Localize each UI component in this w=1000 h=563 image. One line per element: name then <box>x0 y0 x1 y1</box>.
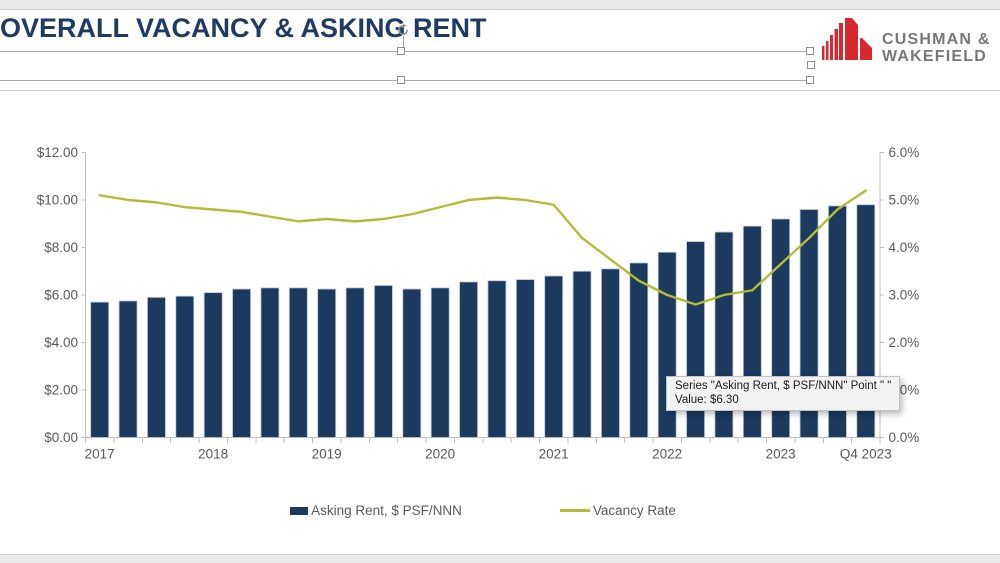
logo-line2: WAKEFIELD <box>882 48 988 65</box>
logo-line1: CUSHMAN & <box>882 31 991 48</box>
resize-handle-bottom-right[interactable] <box>806 76 814 84</box>
app-bottom-strip <box>0 554 1000 563</box>
cushman-wakefield-logo: CUSHMAN & WAKEFIELD <box>822 14 991 65</box>
tooltip-series-line: Series "Asking Rent, $ PSF/NNN" Point " … <box>675 380 892 392</box>
svg-text:0.0%: 0.0% <box>889 430 920 445</box>
svg-text:2017: 2017 <box>85 447 115 462</box>
svg-text:$4.00: $4.00 <box>44 335 78 350</box>
svg-text:$8.00: $8.00 <box>44 240 78 255</box>
selection-border-top <box>0 51 811 52</box>
resize-handle-top-center[interactable] <box>397 47 405 55</box>
svg-text:2023: 2023 <box>766 447 796 462</box>
rotation-handle-stem <box>403 36 404 48</box>
vacancy-rate-swatch-icon <box>559 509 590 512</box>
svg-text:$0.00: $0.00 <box>44 430 78 445</box>
svg-text:$12.00: $12.00 <box>37 145 78 160</box>
svg-text:$6.00: $6.00 <box>44 288 78 303</box>
chart-tooltip: Series "Asking Rent, $ PSF/NNN" Point " … <box>666 376 901 411</box>
tooltip-value-line: Value: $6.30 <box>675 394 739 406</box>
logo-building-icon <box>822 14 874 65</box>
svg-text:4.0%: 4.0% <box>889 240 920 255</box>
svg-text:2020: 2020 <box>425 447 455 462</box>
svg-text:6.0%: 6.0% <box>889 145 920 160</box>
page-title: OVERALL VACANCY & ASKING RENT <box>0 13 487 43</box>
selection-border-bottom <box>0 80 811 81</box>
svg-text:2021: 2021 <box>539 447 569 462</box>
rotate-handle-icon[interactable] <box>396 23 410 37</box>
logo-wordmark: CUSHMAN & WAKEFIELD <box>882 31 991 65</box>
vacancy-rate-line[interactable] <box>98 189 868 306</box>
svg-text:Q4 2023: Q4 2023 <box>840 447 892 462</box>
svg-text:5.0%: 5.0% <box>889 193 920 208</box>
app-top-strip <box>0 0 1000 10</box>
axis-tick-labels: $12.00 $10.00 $8.00 $6.00 $4.00 $2.00 $0.00 6.0… <box>37 145 920 462</box>
legend-label-vacancy-rate: Vacancy Rate <box>592 503 676 518</box>
svg-text:2018: 2018 <box>198 447 228 462</box>
chart-legend: Asking Rent, $ PSF/NNN Vacancy Rate <box>86 503 880 518</box>
legend-item-vacancy-rate[interactable]: Vacancy Rate <box>559 503 676 518</box>
asking-rent-swatch-icon <box>290 506 309 515</box>
resize-handle-top-right[interactable] <box>806 47 814 55</box>
svg-text:3.0%: 3.0% <box>889 288 920 303</box>
resize-handle-middle-right[interactable] <box>807 61 815 69</box>
svg-text:2022: 2022 <box>652 447 682 462</box>
svg-text:$10.00: $10.00 <box>37 193 78 208</box>
legend-label-asking-rent: Asking Rent, $ PSF/NNN <box>311 503 462 518</box>
resize-handle-bottom-center[interactable] <box>397 76 405 84</box>
header-divider-line <box>0 90 1000 91</box>
svg-text:2019: 2019 <box>312 447 342 462</box>
svg-text:2.0%: 2.0% <box>889 335 920 350</box>
svg-text:$2.00: $2.00 <box>44 383 78 398</box>
asking-rent-bars[interactable] <box>90 204 876 438</box>
legend-item-asking-rent[interactable]: Asking Rent, $ PSF/NNN <box>290 503 462 518</box>
